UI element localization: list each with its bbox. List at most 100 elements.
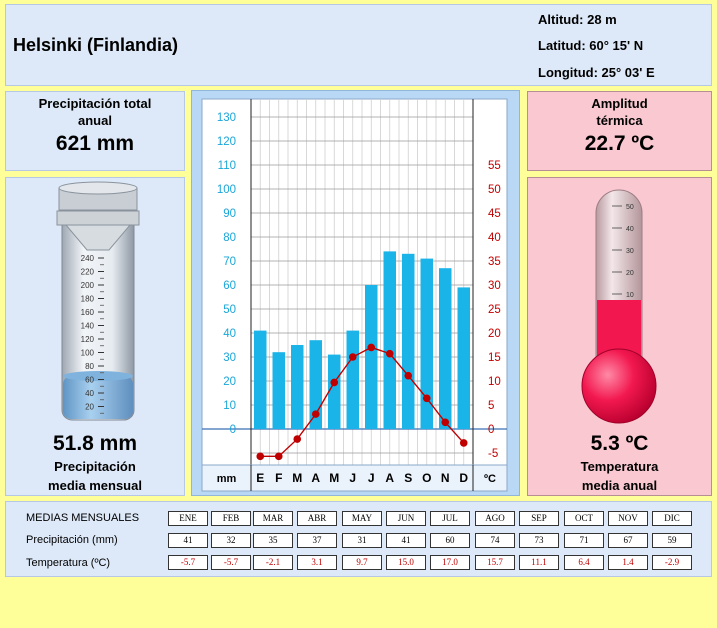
precip-cell: 31 bbox=[342, 533, 382, 548]
temperature-point bbox=[367, 343, 376, 352]
gauge-tick-label: 20 bbox=[85, 403, 94, 412]
precip-total-label: Precipitación total bbox=[38, 96, 152, 111]
right-axis-tick-label: 20 bbox=[488, 328, 501, 340]
precip-bar bbox=[254, 330, 267, 429]
precip-cell: 60 bbox=[430, 533, 470, 548]
gauge-tick-label: 40 bbox=[85, 389, 94, 398]
gauge-tick-label: 60 bbox=[85, 376, 94, 385]
temp-cell: -2.1 bbox=[253, 555, 293, 570]
month-strip bbox=[201, 464, 508, 492]
month-tick-label: E bbox=[256, 471, 264, 485]
climograph-chart: 1301201101009080706050403020100555045403… bbox=[201, 98, 508, 492]
month-tick-label: A bbox=[311, 471, 320, 485]
temp-cell: -5.7 bbox=[211, 555, 251, 570]
right-axis-tick-label: 50 bbox=[488, 184, 501, 196]
right-axis-tick-label: 55 bbox=[488, 160, 501, 172]
left-axis-tick-label: 40 bbox=[223, 328, 236, 340]
left-axis-tick-label: 60 bbox=[223, 280, 236, 292]
left-axis-tick-label: 50 bbox=[223, 304, 236, 316]
left-axis-tick-label: 100 bbox=[217, 184, 236, 196]
month-header-cell: MAR bbox=[253, 511, 293, 526]
precip-cell: 35 bbox=[253, 533, 293, 548]
precip-total-panel: Precipitación total anual 621 mm bbox=[5, 91, 185, 171]
month-header-cell: DIC bbox=[652, 511, 692, 526]
temperature-point bbox=[330, 378, 339, 387]
temp-cell: -2.9 bbox=[652, 555, 692, 570]
right-axis-tick-label: 45 bbox=[488, 208, 501, 220]
month-header-cell: JUN bbox=[386, 511, 426, 526]
thermo-tick-label: 20 bbox=[626, 270, 634, 277]
precip-cell: 71 bbox=[564, 533, 604, 548]
thermo-tick-label: 50 bbox=[626, 204, 634, 211]
amplitude-label-2: térmica bbox=[596, 113, 643, 128]
precip-cell: 41 bbox=[386, 533, 426, 548]
left-axis-tick-label: 30 bbox=[223, 352, 236, 364]
precip-bar bbox=[402, 253, 415, 429]
month-tick-label: M bbox=[292, 471, 302, 485]
gauge-tick-label: 240 bbox=[81, 254, 95, 263]
right-axis-tick-label: 40 bbox=[488, 232, 501, 244]
precip-mean-label: Precipitación bbox=[54, 459, 136, 474]
precip-bar bbox=[365, 285, 378, 429]
month-tick-label: D bbox=[459, 471, 468, 485]
thermo-tick-label: 30 bbox=[626, 248, 634, 255]
amplitude-panel: Amplitud térmica 22.7 ºC bbox=[527, 91, 712, 171]
temperature-point bbox=[274, 452, 283, 461]
longitude-text: Longitud: 25° 03' E bbox=[538, 65, 655, 80]
temp-cell: 3.1 bbox=[297, 555, 337, 570]
gauge-tick-label: 140 bbox=[81, 322, 95, 331]
right-axis-tick-label: 5 bbox=[488, 400, 494, 412]
left-axis-tick-label: 70 bbox=[223, 256, 236, 268]
temperature-point bbox=[311, 410, 320, 418]
right-axis-unit: ºC bbox=[484, 473, 496, 485]
precip-bar bbox=[309, 340, 322, 429]
gauge-tick-label: 80 bbox=[85, 362, 94, 371]
temp-mean-label: Temperatura bbox=[580, 459, 659, 474]
temp-cell: 1.4 bbox=[608, 555, 648, 570]
precip-bar bbox=[346, 330, 359, 429]
precip-cell: 37 bbox=[297, 533, 337, 548]
month-tick-label: O bbox=[422, 471, 431, 485]
month-header-cell: ENE bbox=[168, 511, 208, 526]
altitude-text: Altitud: 28 m bbox=[538, 12, 617, 27]
left-axis-tick-label: 20 bbox=[223, 376, 236, 388]
precip-bar bbox=[272, 352, 285, 429]
temperature-point bbox=[404, 371, 413, 380]
latitude-text: Latitud: 60° 15' N bbox=[538, 38, 644, 53]
left-axis-tick-label: 80 bbox=[223, 232, 236, 244]
right-axis-tick-label: 0 bbox=[488, 424, 494, 436]
amplitude-value: 22.7 ºC bbox=[584, 132, 655, 155]
precip-cell: 67 bbox=[608, 533, 648, 548]
temperature-point bbox=[441, 418, 450, 427]
precip-bar bbox=[420, 258, 433, 429]
table-title: MEDIAS MENSUALES bbox=[26, 512, 140, 524]
temp-cell: 17.0 bbox=[430, 555, 470, 570]
month-header-cell: MAY bbox=[342, 511, 382, 526]
gauge-tick-label: 100 bbox=[81, 349, 95, 358]
precip-total-value: 621 mm bbox=[55, 132, 135, 155]
precip-mean-panel: 240 220 200 180 160 140 120 100 80 60 40 20 51.8 mm… bbox=[5, 177, 185, 496]
month-tick-label: M bbox=[329, 471, 339, 485]
precip-bar bbox=[291, 345, 304, 429]
month-tick-label: S bbox=[404, 471, 412, 485]
temp-cell: 6.4 bbox=[564, 555, 604, 570]
temperature-line bbox=[260, 346, 465, 458]
precip-row-label: Precipitación (mm) bbox=[26, 534, 118, 546]
precip-bar bbox=[328, 354, 341, 429]
month-header-cell: JUL bbox=[430, 511, 470, 526]
right-axis-tick-label: -5 bbox=[488, 448, 498, 460]
gauge-tick-label: 180 bbox=[81, 295, 95, 304]
thermometer-scale: 50 40 30 20 10 bbox=[612, 204, 634, 299]
right-axis-tick-label: 30 bbox=[488, 280, 501, 292]
precip-total-label-2: anual bbox=[78, 113, 112, 128]
monthly-table: MEDIAS MENSUALES Precipitación (mm) Temp… bbox=[5, 501, 712, 577]
precip-bar bbox=[457, 287, 470, 429]
month-header-cell: NOV bbox=[608, 511, 648, 526]
temp-mean-value: 5.3 ºC bbox=[590, 432, 649, 455]
rain-gauge-icon: 240 220 200 180 160 140 120 100 80 60 40 20 bbox=[56, 181, 140, 421]
city-title: Helsinki (Finlandia) bbox=[13, 35, 179, 55]
temp-cell: 9.7 bbox=[342, 555, 382, 570]
climograph-panel: 130 120 110 100 90 80 70 60 50 40 30 20 10 0 55 50 45 40 3… bbox=[191, 90, 520, 496]
month-tick-label: J bbox=[349, 471, 356, 485]
left-axis-tick-label: 0 bbox=[230, 424, 236, 436]
